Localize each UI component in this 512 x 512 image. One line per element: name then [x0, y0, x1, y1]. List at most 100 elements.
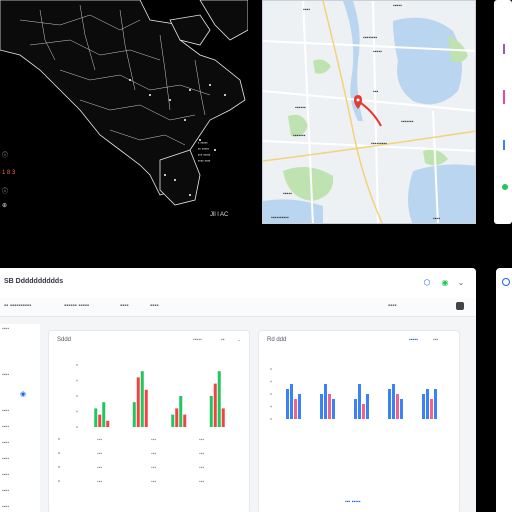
side-indicator — [503, 44, 505, 54]
x-tick-label: ▪▪▪ — [97, 437, 103, 443]
side-indicator — [502, 184, 508, 190]
chart-card-title: Rd ddd — [267, 337, 287, 343]
chart-card-action[interactable]: ▪▪▪ — [433, 337, 439, 343]
bar — [144, 389, 148, 427]
chart-card-action[interactable]: ▪▪ — [221, 337, 225, 343]
park-5 — [313, 59, 331, 74]
map-label: ▪▪▪▪▪▪▪▪ — [363, 35, 378, 41]
chart-footer-link[interactable]: ▪▪▪ ▪▪▪▪▪ — [345, 499, 361, 505]
left-column: ◉ ▪▪▪▪ ▪▪▪▪ ▪▪▪▪ ▪▪▪▪ ▪▪▪▪ ▪▪▪▪ ▪▪▪▪ ▪▪▪… — [0, 324, 40, 512]
bar — [366, 394, 369, 419]
status-icon[interactable]: ◉ — [441, 277, 449, 287]
map-label: ▪▪▪▪▪▪▪ — [401, 119, 414, 125]
chart-card-action[interactable]: ▪▪▪▪▪ — [409, 337, 418, 343]
chart-card-left: Sddd ▪▪▪▪▪ ▪▪ ⌄ ▪▪▪ ▪▪▪ ▪▪▪ ▪▪▪ ▪▪▪ ▪▪▪ ▪▪▪ ▪▪▪… — [48, 330, 250, 512]
left-column-item[interactable]: ▪▪▪▪ — [2, 408, 10, 414]
map-info-icon-2[interactable]: ⓘ — [2, 189, 9, 195]
street-map-canvas[interactable] — [263, 1, 476, 224]
bar — [106, 420, 110, 427]
x-tick-label: ▪▪▪ — [97, 465, 103, 471]
map-legend: ▪ ▪▪▪▪▪ ▪▪ ▪▪▪▪▪ ▪▪▪ ▪▪▪▪▪ ▪▪▪▪ ▪▪▪▪ — [198, 140, 210, 164]
x-tick-label: ▪▪▪ — [199, 451, 205, 457]
y-tick-dot — [270, 393, 272, 395]
dark-map-canvas[interactable] — [0, 0, 248, 232]
map-legend-line: ▪▪ ▪▪▪▪▪ — [198, 146, 210, 151]
map-info-icon[interactable]: ⓘ — [2, 153, 9, 159]
street-map-panel[interactable]: ▪▪▪▪ ▪▪▪▪▪ ▪▪▪▪▪▪▪▪ ▪▪▪▪▪ ▪▪▪ ▪▪▪▪▪▪ ▪▪▪… — [262, 0, 476, 224]
toolbar-label[interactable]: ▪▪ ▪▪▪▪▪▪▪▪▪▪ — [4, 303, 32, 309]
left-column-item[interactable]: ▪▪▪▪ — [2, 488, 10, 494]
bar — [396, 394, 399, 419]
map-label: ▪▪▪▪▪▪ — [295, 105, 306, 111]
park-2 — [288, 114, 308, 137]
river — [343, 1, 363, 121]
bar — [426, 389, 429, 419]
bay — [408, 164, 475, 223]
map-zoom-icon[interactable]: ⊕ — [2, 203, 8, 209]
bar — [422, 394, 425, 419]
bar — [298, 394, 301, 419]
map-legend-line: ▪ ▪▪▪▪▪ — [198, 140, 208, 145]
bar-chart-right — [270, 368, 437, 420]
side-card-top — [494, 0, 512, 224]
bar — [392, 384, 395, 419]
location-marker — [354, 95, 362, 109]
chevron-down-icon[interactable]: ⌄ — [457, 277, 465, 287]
bar — [175, 408, 179, 427]
share-icon[interactable]: ⬡ — [423, 277, 431, 287]
bar — [136, 377, 140, 427]
dashboard-toolbar: ▪▪ ▪▪▪▪▪▪▪▪▪▪ ▪▪▪▪▪▪ ▪▪▪▪▪ ▪▪▪▪ ▪▪▪▪ ▪▪▪… — [0, 298, 476, 317]
x-tick-label: ▪▪▪ — [151, 479, 157, 485]
y-tick-dot — [270, 418, 272, 420]
left-column-item[interactable]: ▪▪▪▪ — [2, 456, 10, 462]
region-borders — [19, 4, 211, 146]
bar — [286, 389, 289, 419]
x-tick-label: ▪▪▪ — [151, 465, 157, 471]
left-column-item[interactable]: ▪▪▪▪ — [2, 372, 10, 378]
chart-card-action[interactable]: ▪▪▪▪▪ — [193, 337, 202, 343]
toolbar-right-label[interactable]: ▪▪▪▪ — [388, 303, 397, 309]
map-count-label: 1 8 3 — [2, 170, 16, 176]
bar — [434, 389, 437, 419]
toolbar-toggle[interactable] — [456, 302, 464, 310]
map-label: ▪▪▪▪ — [433, 216, 441, 222]
bar — [332, 399, 335, 419]
toolbar-label[interactable]: ▪▪▪▪ — [150, 303, 159, 309]
bar — [320, 394, 323, 419]
x-tick-label: ▪▪▪ — [151, 437, 157, 443]
refresh-icon[interactable] — [502, 278, 510, 286]
left-column-item[interactable]: ▪▪▪▪ — [2, 472, 10, 478]
left-column-item[interactable]: ▪▪▪▪ — [2, 440, 10, 446]
y-tick-dot — [76, 364, 78, 366]
left-column-badge[interactable]: ◉ — [20, 391, 27, 398]
left-column-item[interactable]: ▪▪▪▪ — [2, 424, 10, 430]
toolbar-label[interactable]: ▪▪▪▪ — [120, 303, 129, 309]
right-edge-panel — [496, 268, 512, 512]
side-indicator — [503, 140, 505, 150]
row-dot — [58, 466, 60, 468]
map-label: ▪▪▪▪▪ — [393, 3, 402, 9]
city-dots — [129, 79, 226, 196]
dashboard-title: SB Dddddddddds — [4, 278, 64, 285]
bar — [140, 371, 144, 427]
left-column-item[interactable]: ▪▪▪▪ — [2, 326, 10, 332]
shore — [263, 199, 323, 223]
row-dot — [58, 438, 60, 440]
bar — [324, 384, 327, 419]
row-dot — [58, 452, 60, 454]
bar — [388, 389, 391, 419]
y-tick-dot — [270, 368, 272, 370]
left-column-item[interactable]: ▪▪▪▪ — [2, 504, 10, 510]
x-tick-label: ▪▪▪ — [97, 479, 103, 485]
chevron-down-icon[interactable]: ⌄ — [237, 337, 242, 343]
bar — [358, 384, 361, 419]
x-tick-label: ▪▪▪ — [199, 465, 205, 471]
y-tick-dot — [76, 395, 78, 397]
map-label: ▪▪▪▪▪ — [283, 191, 292, 197]
dark-map-panel[interactable]: ⓘ 1 8 3 ⓘ ⊕ ▪ ▪▪▪▪▪ ▪▪ ▪▪▪▪▪ ▪▪▪ ▪▪▪▪▪ ▪… — [0, 0, 248, 232]
park — [283, 167, 334, 201]
map-label: ▪▪▪ — [373, 89, 379, 95]
map-label: ▪▪▪▪▪ — [373, 49, 382, 55]
chart-card-title: Sddd — [57, 337, 72, 343]
toolbar-label[interactable]: ▪▪▪▪▪▪ ▪▪▪▪▪ — [64, 303, 90, 309]
